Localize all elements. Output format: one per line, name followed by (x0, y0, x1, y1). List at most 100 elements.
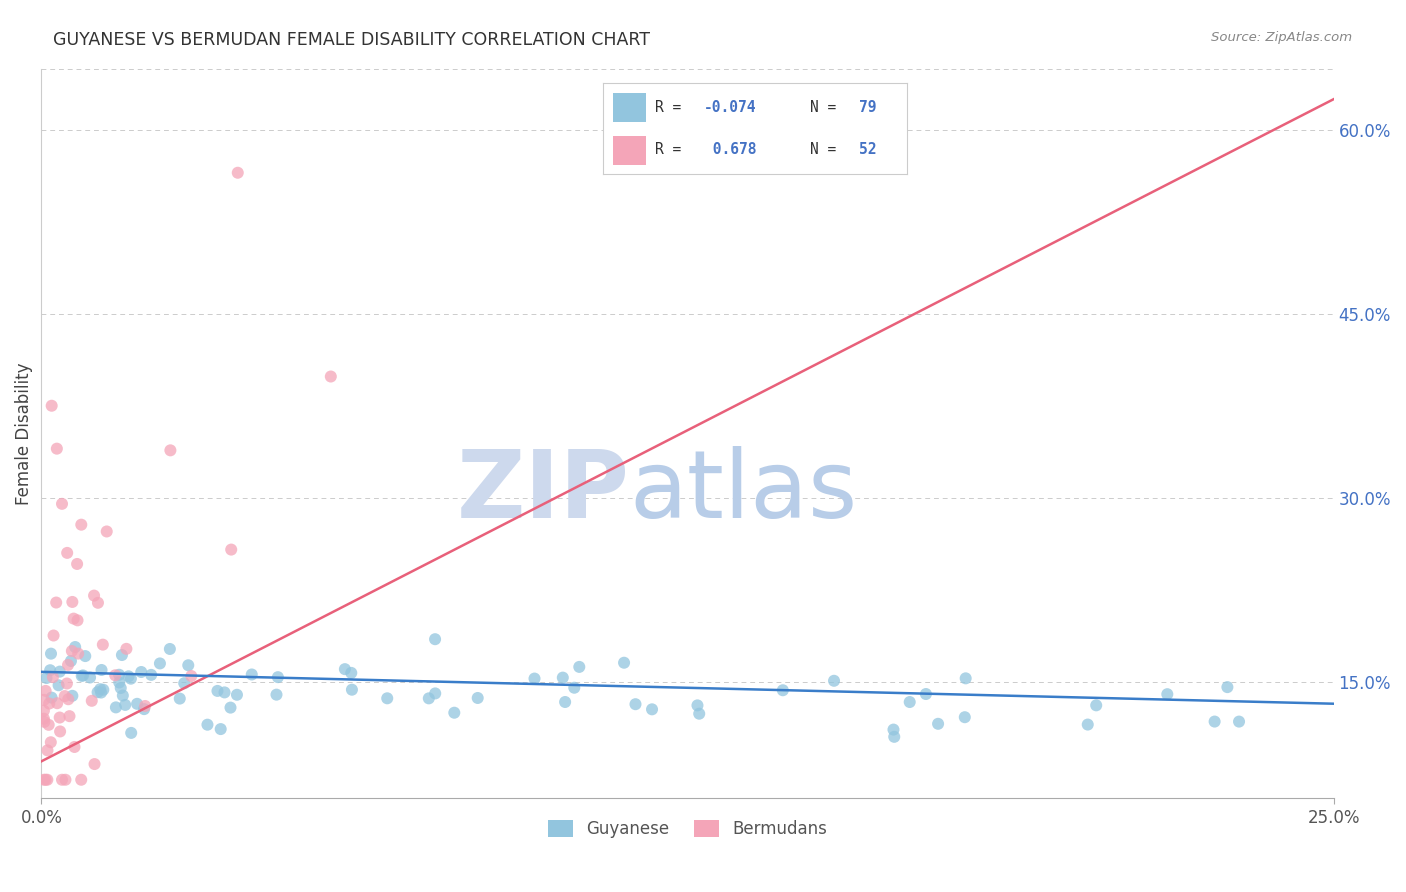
Point (53, 689, 76, 703)
Point (129, 665, 152, 679)
Point (63, 739, 86, 754)
Point (80, 694, 103, 708)
Point (32, 704, 55, 718)
Point (127, 697, 149, 711)
Point (62, 612, 84, 626)
Point (197, 717, 219, 731)
Point (214, 685, 236, 699)
Point (641, 702, 664, 716)
Point (340, 665, 363, 680)
Point (56, 546, 79, 560)
Point (883, 730, 905, 744)
Point (159, 443, 181, 458)
Point (1216, 680, 1239, 694)
Point (159, 642, 181, 657)
Point (45, 442, 67, 456)
Point (523, 672, 546, 686)
Point (624, 697, 647, 711)
Point (882, 723, 904, 737)
Point (266, 688, 288, 702)
Point (59, 654, 82, 668)
Point (120, 672, 142, 686)
Point (70, 669, 93, 683)
Point (38, 718, 60, 732)
Point (51, 497, 73, 511)
Point (772, 683, 794, 698)
Point (87, 596, 110, 610)
Point (37, 772, 59, 787)
Point (66, 557, 89, 571)
Point (41, 399, 63, 413)
Point (75, 649, 97, 664)
Point (467, 690, 489, 705)
Point (83, 589, 105, 603)
Point (56, 657, 79, 672)
Point (110, 681, 132, 695)
Point (49, 665, 72, 679)
Point (240, 667, 263, 681)
Point (34, 684, 56, 698)
Point (60, 644, 83, 658)
Point (111, 648, 134, 662)
Point (568, 660, 591, 674)
Point (35, 671, 58, 685)
Point (375, 691, 398, 706)
Point (34, 772, 56, 787)
Point (1204, 714, 1226, 729)
Point (423, 632, 446, 647)
Point (79, 671, 101, 685)
Point (39, 647, 62, 661)
Point (86, 685, 108, 699)
Point (46, 696, 69, 710)
Point (91, 682, 114, 697)
Point (90, 685, 112, 699)
Point (1077, 717, 1099, 731)
Point (39, 663, 62, 677)
Point (108, 675, 131, 690)
Point (927, 716, 949, 731)
Point (48, 710, 70, 724)
Point (551, 671, 574, 685)
Point (66, 613, 89, 627)
Point (686, 698, 709, 713)
Point (443, 706, 465, 720)
Point (169, 691, 191, 706)
Point (104, 668, 127, 682)
Point (115, 641, 138, 656)
Point (96, 524, 118, 539)
Point (117, 669, 139, 683)
Point (90, 663, 112, 677)
Point (32, 712, 55, 726)
Point (32, 772, 55, 787)
Point (45, 595, 67, 609)
Point (134, 698, 156, 713)
Point (51, 772, 73, 787)
Point (226, 166, 249, 180)
Point (39, 735, 62, 749)
Point (177, 658, 200, 673)
Point (60, 689, 83, 703)
Point (55, 772, 77, 787)
Point (49, 724, 72, 739)
Point (1085, 698, 1108, 713)
Point (32, 693, 55, 707)
Point (56, 676, 79, 690)
Point (340, 682, 363, 697)
Point (953, 710, 976, 724)
Text: Source: ZipAtlas.com: Source: ZipAtlas.com (1212, 31, 1353, 45)
Point (104, 700, 127, 714)
Text: atlas: atlas (630, 446, 858, 538)
Point (180, 669, 202, 683)
Point (42, 670, 65, 684)
Point (89, 682, 111, 697)
Point (267, 670, 290, 684)
Point (114, 698, 136, 712)
Point (554, 695, 576, 709)
Point (173, 676, 195, 690)
Text: ZIP: ZIP (457, 446, 630, 538)
Point (149, 657, 172, 671)
Point (37, 743, 59, 757)
Point (898, 695, 921, 709)
Point (70, 772, 93, 787)
Point (425, 686, 447, 700)
